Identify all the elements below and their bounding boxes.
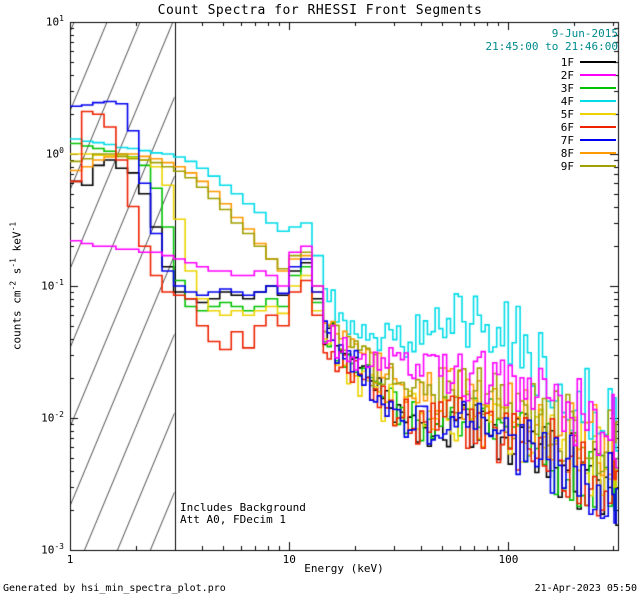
legend-swatch xyxy=(580,139,616,141)
legend-label: 2F xyxy=(560,68,574,82)
legend-item-3F: 3F xyxy=(560,81,616,95)
legend-item-7F: 7F xyxy=(560,133,616,147)
legend-item-2F: 2F xyxy=(560,68,616,82)
legend-swatch xyxy=(580,165,616,167)
legend-swatch xyxy=(580,61,616,63)
legend-item-8F: 8F xyxy=(560,146,616,160)
legend-label: 8F xyxy=(560,146,574,160)
legend-label: 9F xyxy=(560,159,574,173)
legend-item-4F: 4F xyxy=(560,94,616,108)
legend-swatch xyxy=(580,113,616,115)
legend-item-6F: 6F xyxy=(560,120,616,134)
legend-label: 7F xyxy=(560,133,574,147)
legend-item-1F: 1F xyxy=(560,55,616,69)
legend-swatch xyxy=(580,126,616,128)
legend-item-9F: 9F xyxy=(560,159,616,173)
legend-swatch xyxy=(580,74,616,76)
legend-label: 1F xyxy=(560,55,574,69)
legend-label: 3F xyxy=(560,81,574,95)
legend-label: 5F xyxy=(560,107,574,121)
legend-label: 4F xyxy=(560,94,574,108)
legend-label: 6F xyxy=(560,120,574,134)
legend-swatch xyxy=(580,100,616,102)
legend-item-5F: 5F xyxy=(560,107,616,121)
legend-swatch xyxy=(580,87,616,89)
legend-swatch xyxy=(580,152,616,154)
